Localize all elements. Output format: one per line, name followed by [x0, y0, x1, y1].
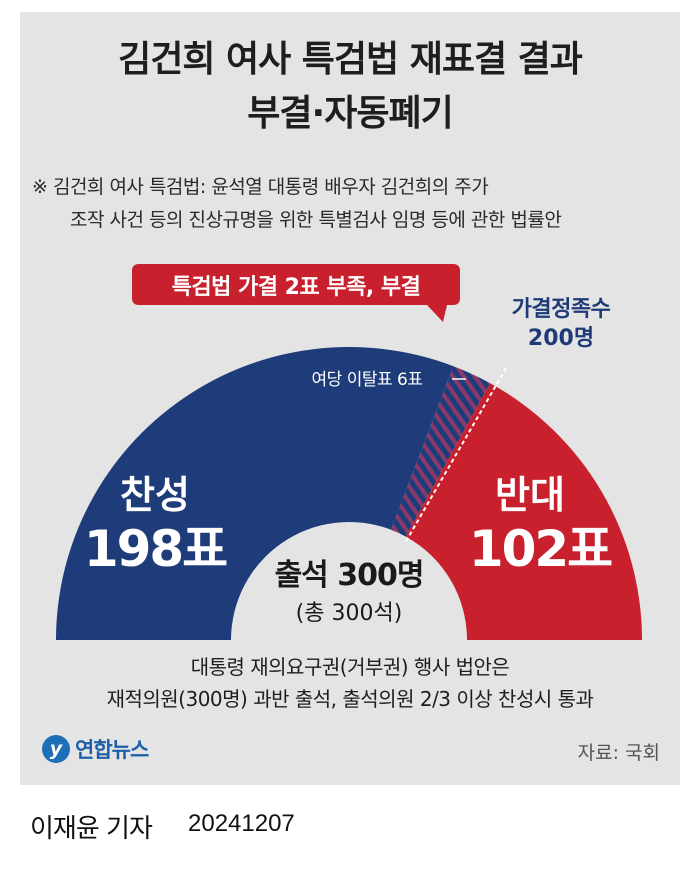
threshold-label-1: 가결정족수 [512, 297, 611, 322]
reporter-name: 이재윤 기자 [30, 814, 153, 844]
threshold-line [405, 366, 508, 542]
yonhap-logo: y 연합뉴스 [42, 734, 149, 764]
yes-name-label: 찬성 [120, 473, 190, 517]
center-seats: (총 300석) [296, 601, 403, 626]
callout-text: 특검법 가결 2표 부족, 부결 [172, 275, 421, 300]
defection-label: 여당 이탈표 6표 [312, 370, 423, 390]
publish-date: 20241207 [188, 810, 295, 837]
note-line-2: 조작 사건 등의 진상규명을 위한 특별검사 임명 등에 관한 법률안 [70, 209, 562, 231]
logo-text: 연합뉴스 [75, 738, 149, 762]
yes-value-label: 198표 [84, 520, 227, 578]
title-line-2: 부결·자동폐기 [247, 93, 453, 134]
no-value-label: 102표 [469, 520, 612, 578]
logo-mark-icon: y [42, 735, 70, 763]
threshold-label-2: 200명 [528, 326, 594, 351]
no-name-label: 반대 [495, 473, 565, 517]
rule-line-1: 대통령 재의요구권(거부권) 행사 법안은 [190, 655, 510, 679]
rule-line-2: 재적의원(300명) 과반 출석, 출석의원 2/3 이상 찬성시 통과 [106, 687, 594, 711]
center-attendance: 출석 300명 [275, 558, 424, 593]
yes-slice [56, 346, 454, 640]
title-line-1: 김건희 여사 특검법 재표결 결과 [118, 39, 583, 80]
source-label: 자료: 국회 [577, 742, 660, 764]
no-slice [405, 383, 642, 640]
callout-bubble [132, 264, 460, 322]
note-line-1: ※ 김건희 여사 특검법: 윤석열 대통령 배우자 김건희의 주가 [32, 176, 489, 198]
defection-slice [391, 366, 491, 537]
